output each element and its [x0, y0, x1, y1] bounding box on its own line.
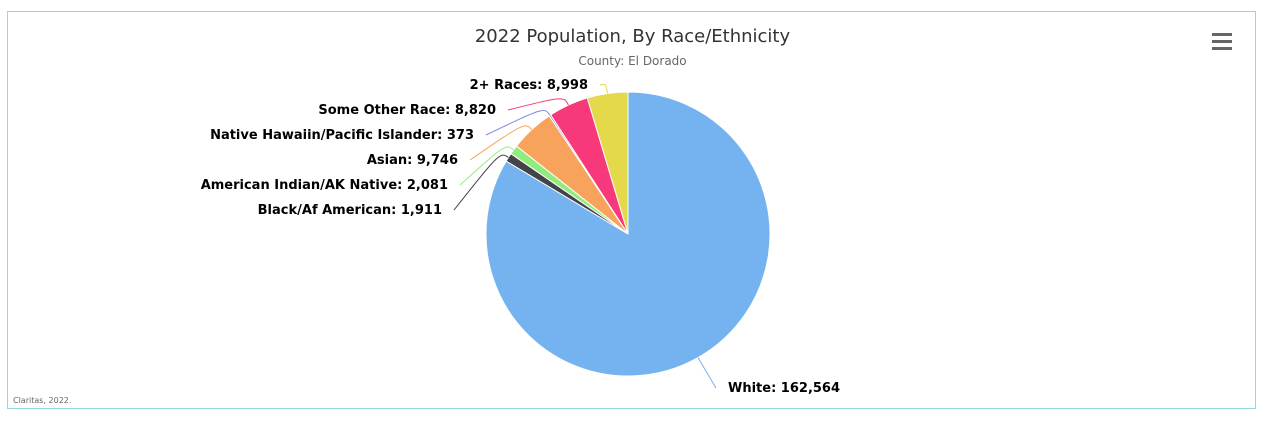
- data-label-asian: Asian: 9,746: [367, 153, 458, 168]
- data-label-some-other-race: Some Other Race: 8,820: [318, 103, 496, 118]
- connector-black-af-american: [453, 154, 509, 211]
- chart-credit: Claritas, 2022.: [13, 396, 72, 405]
- data-label-native-hawaiin-pacific-islander: Native Hawaiin/Pacific Islander: 373: [210, 128, 474, 143]
- pie-slice-white[interactable]: [485, 91, 771, 377]
- data-label-american-indian-ak-native: American Indian/AK Native: 2,081: [201, 178, 448, 193]
- data-label-white: White: 162,564: [728, 381, 840, 396]
- chart-frame: [7, 11, 1256, 409]
- chart-title: 2022 Population, By Race/Ethnicity: [474, 26, 791, 47]
- connector-native-hawaiin-pacific-islander: [485, 110, 551, 136]
- hamburger-menu-icon[interactable]: [1206, 28, 1238, 56]
- data-label-2-races: 2+ Races: 8,998: [470, 78, 588, 93]
- connector-american-indian-ak-native: [459, 146, 514, 186]
- connector-asian: [469, 125, 533, 161]
- pie-slice-2-races[interactable]: [586, 91, 629, 235]
- connector-white: [697, 357, 717, 389]
- connector-2-races: [599, 83, 608, 94]
- connector-some-other-race: [507, 98, 569, 111]
- chart-subtitle: County: El Dorado: [578, 54, 687, 68]
- data-label-black-af-american: Black/Af American: 1,911: [258, 203, 442, 218]
